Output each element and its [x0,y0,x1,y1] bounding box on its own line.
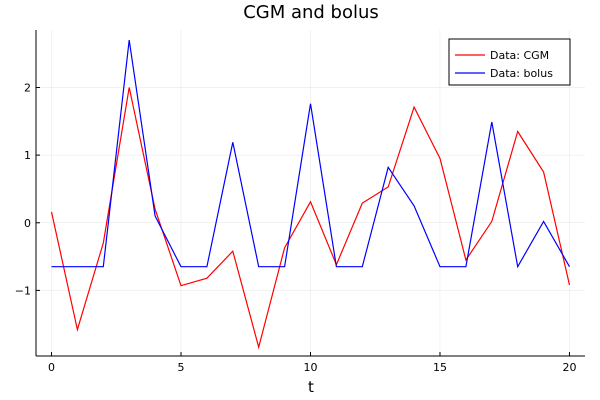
x-tick-label: 20 [562,361,576,374]
chart-title: CGM and bolus [243,2,379,23]
y-tick-label: 2 [24,81,31,94]
x-tick-label: 5 [178,361,185,374]
x-tick-label: 0 [48,361,55,374]
x-tick-label: 15 [433,361,447,374]
series-line-bolus [51,40,571,269]
legend-box [448,38,571,86]
x-axis-label: t [308,378,314,396]
x-tick-label: 10 [304,361,318,374]
legend-label-bolus: Data: bolus [490,67,553,80]
legend-label-cgm: Data: CGM [490,49,549,62]
y-tick-label: 1 [24,149,31,162]
series-line-cgm [50,87,571,350]
series-lines [50,40,571,350]
ticks: 0 5 10 15 20 −1 0 1 2 [15,81,577,374]
grid [36,30,585,356]
y-tick-label: −1 [15,284,31,297]
legend: Data: CGM Data: bolus [448,38,571,86]
y-tick-label: 0 [24,217,31,230]
